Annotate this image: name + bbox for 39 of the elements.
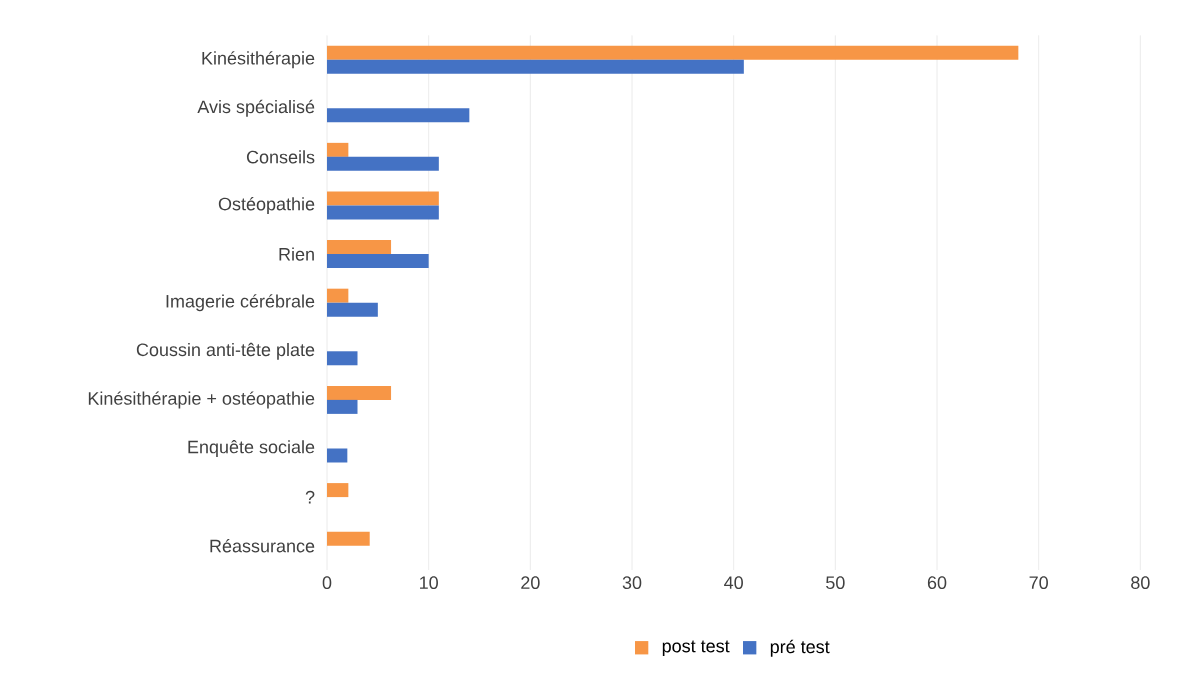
y-tick-label: Enquête sociale (188, 440, 315, 457)
bar (327, 288, 349, 303)
y-tick-label: Avis spécialisé (197, 99, 315, 117)
bar (327, 302, 378, 317)
x-tick-label: 70 (1029, 576, 1048, 590)
bar (327, 351, 358, 366)
bar (327, 205, 439, 220)
bar (327, 448, 348, 463)
x-tick-label: 20 (521, 576, 540, 590)
legend-label: post test (662, 640, 730, 656)
bar (327, 59, 744, 74)
x-tick-label: 40 (724, 576, 743, 590)
x-tick-label: 50 (826, 576, 845, 590)
bar (327, 45, 1019, 60)
bar (327, 108, 470, 123)
bar (327, 385, 392, 400)
bar (327, 142, 349, 157)
y-tick-label: Ostéopathie (218, 196, 315, 214)
y-tick-label: Réassurance (210, 538, 315, 553)
bar (327, 191, 439, 206)
y-tick-label: Kinésithérapie + ostéopathie (88, 391, 315, 409)
bar (327, 531, 370, 546)
x-tick-label: 80 (1131, 576, 1150, 590)
x-tick-label: 60 (927, 576, 947, 590)
bar (327, 483, 349, 498)
x-tick-label: 10 (420, 576, 438, 590)
x-tick-label: 30 (622, 576, 642, 590)
y-tick-label: Imagerie cérébrale (166, 294, 315, 312)
legend-label: pré test (770, 639, 830, 657)
bar (327, 399, 358, 414)
bar (327, 254, 429, 269)
y-tick-label: Coussin anti-tête plate (136, 342, 315, 360)
bar (327, 240, 392, 255)
y-tick-label: Rien (279, 247, 314, 261)
y-tick-label: ? (305, 490, 315, 504)
bar (327, 156, 439, 171)
y-tick-label: Conseils (246, 150, 315, 164)
y-tick-label: Kinésithérapie (202, 51, 315, 69)
x-tick-label: 0 (322, 576, 332, 590)
